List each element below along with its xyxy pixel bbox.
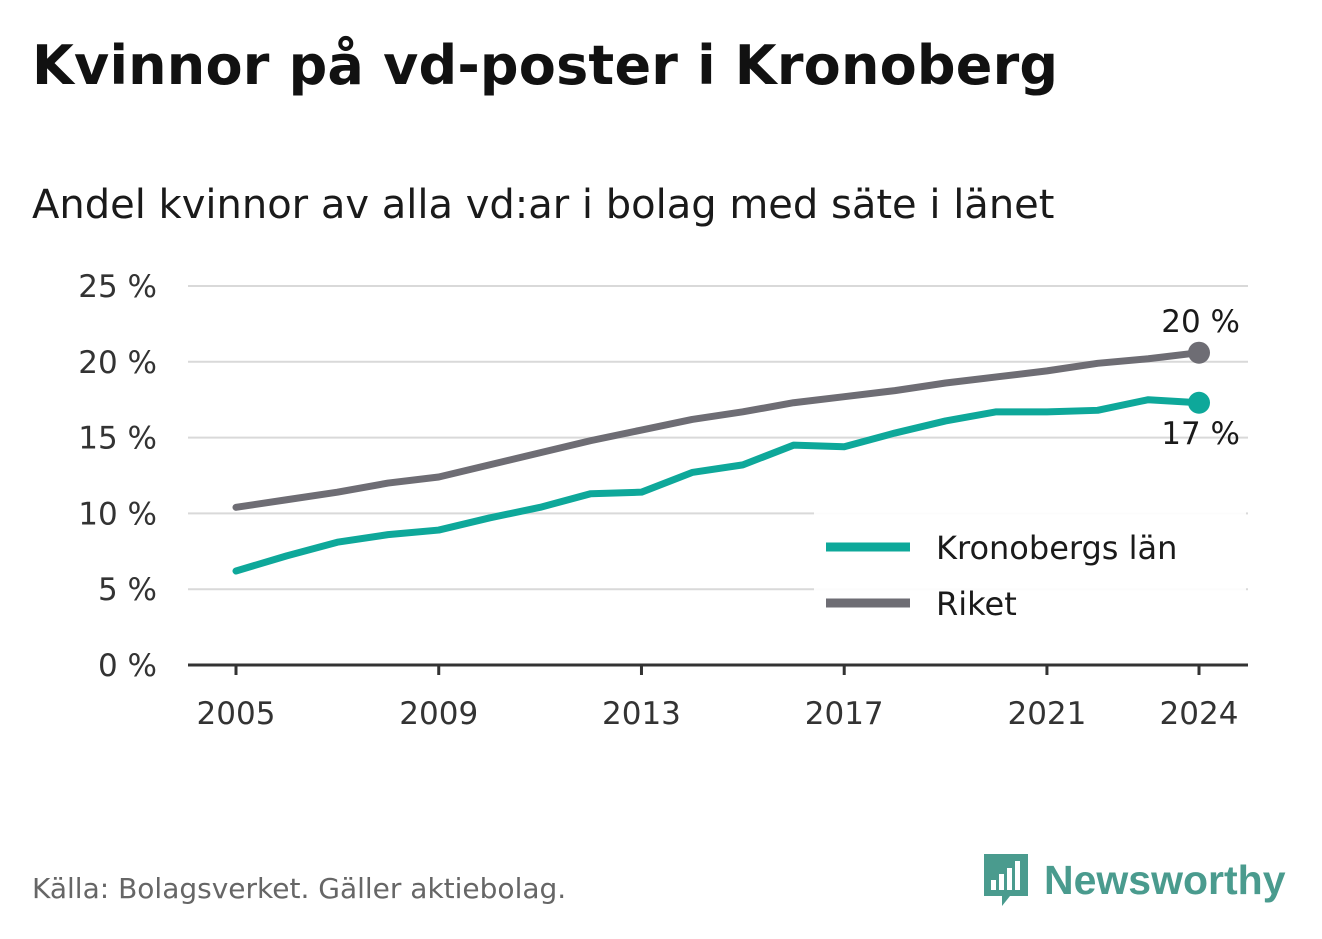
- x-tick-label: 2017: [805, 696, 884, 732]
- y-tick-label: 5 %: [98, 572, 157, 608]
- x-tick-label: 2013: [602, 696, 681, 732]
- end-marker-kronoberg: [1188, 391, 1210, 414]
- x-tick-label: 2024: [1160, 696, 1239, 732]
- legend: Kronobergs län Riket: [814, 512, 1246, 630]
- end-label-riket: 20 %: [1161, 304, 1240, 340]
- y-tick-label: 0 %: [98, 648, 157, 684]
- source-note: Källa: Bolagsverket. Gäller aktiebolag.: [32, 872, 567, 905]
- chart-subtitle: Andel kvinnor av alla vd:ar i bolag med …: [32, 182, 1055, 228]
- series-lines: [232, 341, 1210, 575]
- series-line-riket: [232, 349, 1203, 511]
- newsworthy-logo: Newsworthy: [980, 850, 1286, 910]
- x-tick-label: 2005: [197, 696, 276, 732]
- chart-title: Kvinnor på vd-poster i Kronoberg: [32, 34, 1059, 97]
- y-tick-label: 10 %: [78, 496, 157, 532]
- legend-label-riket: Riket: [936, 585, 1017, 623]
- grid-lines: [188, 285, 1248, 667]
- y-tick-label: 20 %: [78, 345, 157, 381]
- x-tick-label: 2009: [399, 696, 478, 732]
- legend-label-kronoberg: Kronobergs län: [936, 529, 1177, 567]
- series-line-kronoberg: [232, 396, 1203, 575]
- end-marker-riket: [1188, 341, 1210, 364]
- y-tick-label: 25 %: [78, 269, 157, 305]
- newsworthy-logo-icon: [984, 854, 1028, 906]
- x-axis-ticks: 2005 2009 2013 2017 2021 2024: [197, 665, 1239, 732]
- newsworthy-logo-text: Newsworthy: [1044, 856, 1286, 903]
- x-tick-label: 2021: [1007, 696, 1086, 732]
- y-axis-ticks: 0 % 5 % 10 % 15 % 20 % 25 %: [78, 269, 157, 684]
- end-label-kronoberg: 17 %: [1161, 416, 1240, 452]
- end-labels: 20 % 17 %: [1161, 304, 1240, 452]
- legend-background: [814, 512, 1246, 630]
- y-tick-label: 15 %: [78, 421, 157, 457]
